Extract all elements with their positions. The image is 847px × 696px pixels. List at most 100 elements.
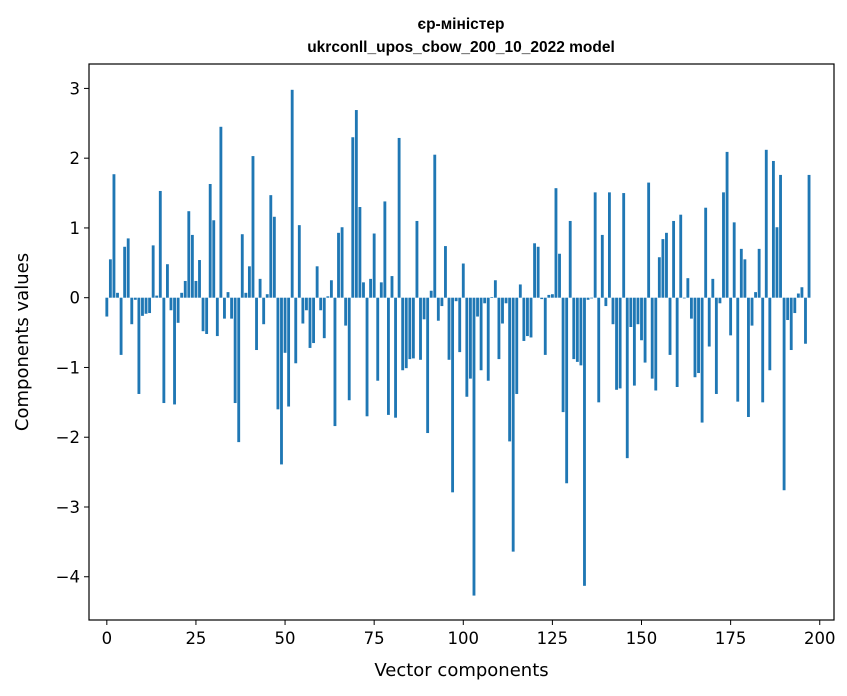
- bar: [511, 297, 515, 552]
- bar: [208, 183, 212, 298]
- bar: [415, 220, 419, 298]
- bar: [472, 297, 476, 596]
- bar: [504, 297, 508, 304]
- bar: [600, 234, 604, 298]
- bar: [611, 297, 615, 325]
- bar: [711, 278, 715, 298]
- bar: [116, 292, 119, 298]
- bar: [476, 297, 479, 317]
- bar: [133, 297, 137, 300]
- bar: [468, 297, 472, 379]
- bar: [465, 297, 469, 397]
- y-tick-label: 2: [70, 149, 81, 168]
- bar: [458, 297, 462, 353]
- bar: [190, 234, 194, 298]
- bar: [169, 297, 173, 311]
- bar: [461, 263, 465, 298]
- y-tick-label: −1: [56, 358, 80, 377]
- x-tick-label: 150: [626, 629, 658, 648]
- x-tick-label: 25: [185, 629, 206, 648]
- bar: [572, 297, 576, 360]
- bar: [490, 297, 494, 298]
- bar: [486, 297, 490, 381]
- bar: [722, 192, 725, 298]
- bar: [237, 297, 241, 443]
- bar: [219, 126, 223, 298]
- bar: [679, 214, 683, 298]
- bar: [305, 297, 308, 311]
- bar: [429, 290, 433, 298]
- bar: [732, 222, 736, 298]
- bar: [123, 246, 127, 298]
- bar: [276, 297, 280, 410]
- bar: [536, 246, 540, 298]
- bar: [550, 294, 554, 298]
- x-tick-label: 125: [537, 629, 569, 648]
- bar: [451, 297, 455, 493]
- bar: [158, 190, 162, 298]
- bar: [561, 297, 565, 413]
- bar: [362, 282, 365, 298]
- bar: [501, 297, 504, 324]
- bar: [807, 174, 811, 298]
- bar: [280, 297, 283, 465]
- chart-title-group: єр-міністер ukrconll_upos_cbow_200_10_20…: [307, 16, 615, 56]
- axes-ticks: 0 25 50 75 100 125 150 175 200 −4 −3 −2 −1 0 1 2 3: [56, 79, 836, 648]
- bar: [608, 192, 611, 298]
- bar: [593, 192, 597, 298]
- bar: [590, 297, 594, 299]
- bar: [604, 297, 608, 307]
- bar: [315, 266, 319, 298]
- bar: [326, 296, 330, 298]
- bar: [212, 220, 216, 298]
- bar: [565, 297, 569, 484]
- bar: [390, 276, 394, 298]
- bar: [433, 154, 437, 298]
- bar: [636, 297, 640, 325]
- bar: [768, 297, 772, 371]
- bar: [558, 253, 561, 298]
- bar: [654, 297, 658, 391]
- bar-series: [105, 89, 811, 596]
- bar: [205, 297, 209, 334]
- bar: [522, 297, 526, 341]
- bar: [440, 297, 444, 307]
- bar: [372, 233, 376, 298]
- bar: [526, 297, 529, 337]
- bar: [800, 287, 804, 298]
- bar: [401, 297, 405, 371]
- bar: [497, 297, 501, 360]
- y-tick-label: −3: [56, 498, 80, 517]
- bar: [198, 260, 201, 298]
- bar: [354, 110, 358, 298]
- bar: [640, 297, 643, 341]
- bar: [108, 259, 112, 298]
- bar: [176, 297, 180, 323]
- x-tick-label: 0: [102, 629, 113, 648]
- bar: [483, 297, 487, 304]
- bar: [376, 297, 380, 381]
- x-tick-label: 175: [715, 629, 747, 648]
- bar: [518, 284, 522, 298]
- bar: [533, 243, 536, 298]
- bar: [340, 227, 344, 298]
- bar: [387, 297, 390, 415]
- bar: [529, 297, 533, 338]
- bar: [454, 297, 458, 302]
- bar: [444, 246, 447, 298]
- bar: [704, 207, 708, 298]
- bar: [622, 193, 626, 298]
- bar: [265, 294, 269, 298]
- bar: [796, 293, 800, 298]
- bar: [294, 297, 298, 364]
- bar: [308, 297, 312, 348]
- bar: [247, 266, 251, 298]
- bar: [251, 156, 255, 298]
- bar: [743, 259, 747, 298]
- bar: [244, 292, 248, 298]
- x-tick-label: 75: [364, 629, 385, 648]
- bar: [725, 151, 729, 298]
- bar: [764, 149, 768, 298]
- bar: [262, 297, 266, 325]
